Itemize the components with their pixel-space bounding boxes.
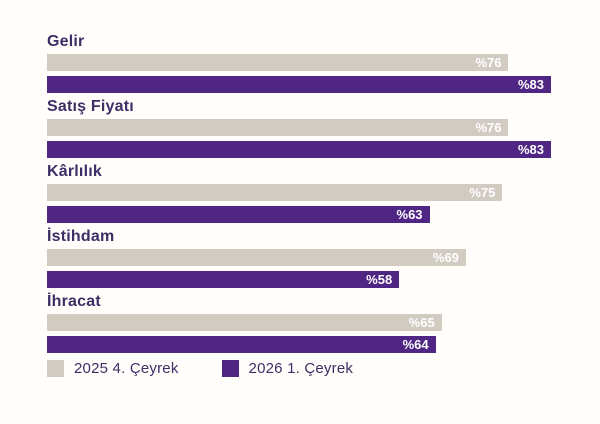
bar-value-label: %83: [517, 77, 544, 92]
bar-2025-q4: %65: [47, 314, 442, 331]
bar-value-label: %76: [475, 55, 502, 70]
bar-value-label: %63: [396, 207, 423, 222]
bar-row: %76: [47, 119, 551, 136]
legend: 2025 4. Çeyrek 2026 1. Çeyrek: [47, 360, 551, 377]
bar-row: %83: [47, 76, 551, 93]
bar-row: %76: [47, 54, 551, 71]
chart-group: Satış Fiyatı %76 %83: [47, 98, 551, 158]
legend-label-2025-q4: 2025 4. Çeyrek: [74, 360, 179, 377]
grouped-bar-chart: Gelir %76 %83 Satış Fiyatı %76 %83 Kârlılık %75…: [47, 33, 551, 377]
legend-swatch-2025-q4-icon: [47, 360, 64, 377]
legend-label-2026-q1: 2026 1. Çeyrek: [248, 360, 354, 377]
bar-value-label: %65: [408, 315, 435, 330]
bar-row: %65: [47, 314, 551, 331]
bar-2025-q4: %76: [47, 54, 509, 71]
bar-2025-q4: %69: [47, 249, 466, 266]
bar-row: %64: [47, 336, 551, 353]
bar-2026-q1: %58: [47, 271, 400, 288]
chart-group: İstihdam %69 %58: [47, 228, 551, 288]
legend-item-2025-q4: 2025 4. Çeyrek: [47, 360, 179, 377]
bar-row: %83: [47, 141, 551, 158]
bar-value-label: %64: [402, 337, 429, 352]
bar-row: %58: [47, 271, 551, 288]
legend-swatch-2026-q1-icon: [221, 360, 239, 377]
bar-2026-q1: %63: [47, 206, 430, 223]
chart-group: Gelir %76 %83: [47, 33, 551, 93]
chart-group: İhracat %65 %64: [47, 293, 551, 353]
chart-group: Kârlılık %75 %63: [47, 163, 551, 223]
bar-row: %63: [47, 206, 551, 223]
category-label: Gelir: [47, 33, 85, 50]
bar-row: %75: [47, 184, 551, 201]
bar-2025-q4: %75: [47, 184, 503, 201]
category-label: Kârlılık: [47, 163, 102, 180]
bar-value-label: %58: [366, 272, 393, 287]
category-label: İstihdam: [47, 228, 115, 245]
bar-value-label: %75: [469, 185, 496, 200]
bar-value-label: %76: [475, 120, 502, 135]
chart-groups: Gelir %76 %83 Satış Fiyatı %76 %83 Kârlılık %75…: [47, 33, 551, 353]
bar-2025-q4: %76: [47, 119, 509, 136]
legend-item-2026-q1: 2026 1. Çeyrek: [221, 360, 354, 377]
bar-2026-q1: %83: [47, 141, 551, 158]
category-label: İhracat: [47, 293, 101, 310]
bar-row: %69: [47, 249, 551, 266]
bar-value-label: %83: [517, 142, 544, 157]
bar-value-label: %69: [432, 250, 459, 265]
bar-2026-q1: %83: [47, 76, 551, 93]
category-label: Satış Fiyatı: [47, 98, 134, 115]
bar-2026-q1: %64: [47, 336, 436, 353]
